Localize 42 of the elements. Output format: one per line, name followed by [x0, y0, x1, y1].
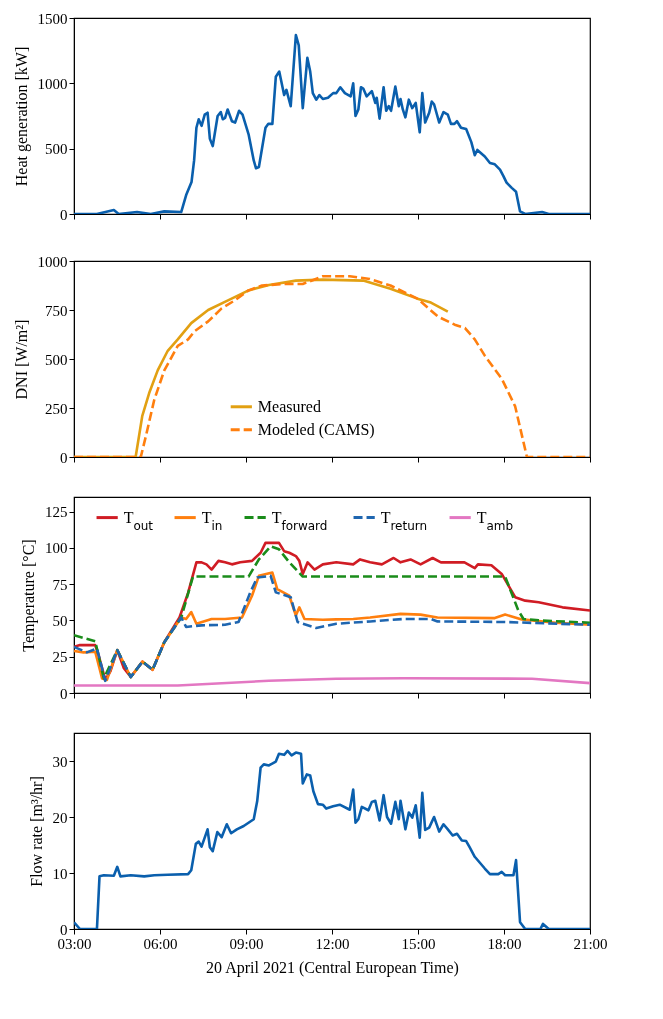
- y-tick-label: 100: [45, 540, 68, 557]
- x-tick-label: 06:00: [143, 935, 178, 952]
- y-tick-label: 1500: [37, 10, 68, 27]
- y-tick-label: 50: [52, 612, 68, 629]
- y-tick-label: 20: [52, 809, 68, 826]
- legend-label: T$_{forward}$: [271, 508, 328, 533]
- y-tick-label: 10: [52, 865, 68, 882]
- x-tick-label: 03:00: [57, 935, 92, 952]
- legend-label: T$_{out}$: [123, 508, 154, 533]
- y-tick-label: 500: [45, 351, 68, 368]
- y-axis-title: Flow rate [m³/hr]: [27, 776, 45, 887]
- line-series: [74, 749, 590, 929]
- y-tick-label: 0: [60, 685, 68, 702]
- x-tick-label: 21:00: [573, 935, 608, 952]
- y-axis-title: Temperature [°C]: [20, 539, 38, 652]
- x-axis-title: 20 April 2021 (Central European Time): [206, 958, 459, 977]
- x-tick-label: 12:00: [315, 935, 350, 952]
- x-tick-label: 09:00: [229, 935, 264, 952]
- legend-label: T$_{amb}$: [476, 508, 514, 533]
- line-series: [74, 274, 590, 457]
- legend-label: T$_{in}$: [201, 508, 223, 533]
- y-axis-title: DNI [W/m²]: [12, 319, 30, 400]
- y-tick-label: 30: [52, 753, 68, 770]
- y-tick-label: 75: [52, 576, 68, 593]
- y-tick-label: 750: [45, 302, 68, 319]
- y-tick-label: 125: [45, 504, 68, 521]
- legend-label: T$_{return}$: [380, 508, 428, 533]
- x-tick-label: 15:00: [401, 935, 436, 952]
- y-tick-label: 1000: [37, 253, 68, 270]
- y-tick-label: 0: [60, 206, 68, 223]
- legend-label: Modeled (CAMS): [257, 420, 375, 439]
- line-series: [74, 33, 590, 214]
- x-tick-label: 18:00: [487, 935, 522, 952]
- y-tick-label: 500: [45, 141, 68, 158]
- y-tick-label: 250: [45, 400, 68, 417]
- line-series: [74, 676, 590, 687]
- y-tick-label: 0: [60, 921, 68, 938]
- legend-label: Measured: [257, 397, 321, 415]
- y-tick-label: 25: [52, 649, 68, 666]
- y-tick-label: 1000: [37, 75, 68, 92]
- y-tick-label: 0: [60, 449, 68, 466]
- y-axis-title: Heat generation [kW]: [12, 46, 31, 187]
